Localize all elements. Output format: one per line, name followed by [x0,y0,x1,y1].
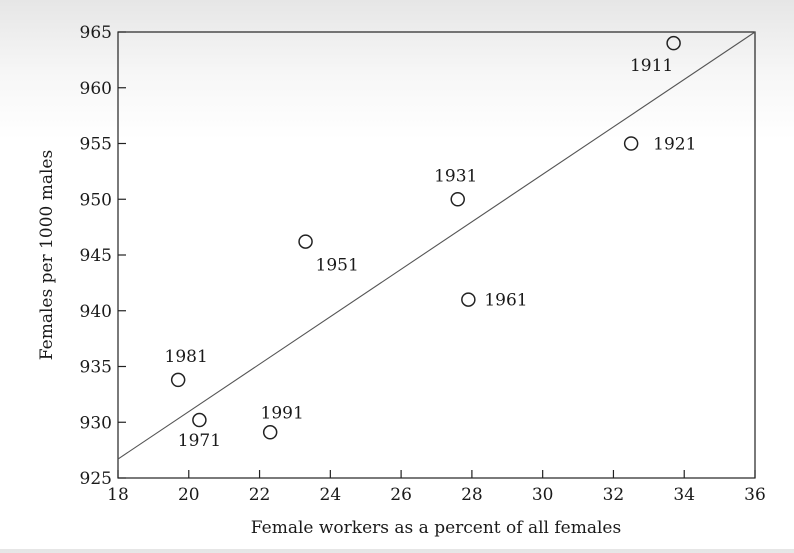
data-point-label: 1971 [178,431,221,451]
data-point [192,412,207,428]
y-tick-label: 945 [80,246,112,266]
data-point-label: 1921 [653,135,696,155]
x-tick-label: 22 [249,485,271,505]
plot-frame [117,31,756,479]
x-tick-label: 24 [320,485,342,505]
y-tick-label: 960 [80,79,112,99]
y-tick-label: 925 [80,469,112,489]
data-point-label: 1961 [484,291,527,311]
y-tick-label: 940 [80,302,112,322]
data-point [461,292,476,307]
data-point-label: 1911 [630,56,673,76]
data-point [666,35,681,51]
data-point [262,425,278,440]
y-tick-label: 965 [80,23,112,43]
data-point-label: 1931 [434,166,477,186]
data-point-label: 1981 [165,347,208,367]
x-tick-label: 28 [461,485,483,505]
data-point [170,372,186,388]
x-tick-label: 36 [744,485,766,505]
x-tick-label: 34 [673,485,695,505]
x-tick-label: 32 [603,485,625,505]
data-point [623,136,639,151]
x-tick-label: 20 [178,485,200,505]
x-tick-label: 30 [532,485,554,505]
y-axis-title: Females per 1000 males [37,150,57,360]
data-point [450,192,465,207]
data-point-label: 1991 [261,403,304,423]
y-tick-label: 935 [80,358,112,378]
y-tick-label: 930 [80,413,112,433]
trend-line [117,31,756,460]
data-point-label: 1951 [316,256,359,276]
x-tick-label: 18 [107,485,129,505]
x-tick-label: 26 [390,485,412,505]
y-tick-label: 955 [80,135,112,155]
data-point [298,234,313,249]
y-tick-label: 950 [80,190,112,210]
x-axis-title: Female workers as a percent of all femal… [251,518,621,538]
